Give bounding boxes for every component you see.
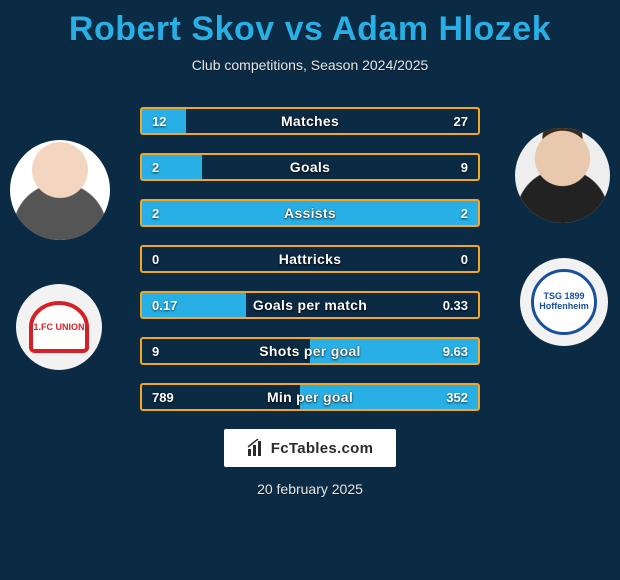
brand-logo: FcTables.com [224, 429, 396, 467]
club-right-badge: TSG 1899 Hoffenheim [520, 258, 608, 346]
stat-label: Min per goal [142, 385, 478, 409]
stat-row: 22Assists [140, 199, 480, 227]
stat-row: 1227Matches [140, 107, 480, 135]
face-placeholder-icon [515, 128, 610, 223]
hoffenheim-badge-icon: TSG 1899 Hoffenheim [531, 269, 597, 335]
subtitle: Club competitions, Season 2024/2025 [0, 57, 620, 73]
player-left-avatar [10, 140, 110, 240]
stat-label: Hattricks [142, 247, 478, 271]
stat-row: 29Goals [140, 153, 480, 181]
stat-label: Matches [142, 109, 478, 133]
face-placeholder-icon [10, 140, 110, 240]
chart-icon [247, 439, 265, 457]
player-right-avatar [515, 128, 610, 223]
stat-row: 789352Min per goal [140, 383, 480, 411]
stat-row: 00Hattricks [140, 245, 480, 273]
comparison-bars: 1227Matches 29Goals 22Assists 00Hattricks 0.… [140, 107, 480, 411]
stat-label: Goals [142, 155, 478, 179]
brand-text: FcTables.com [271, 440, 374, 457]
stat-row: 0.170.33Goals per match [140, 291, 480, 319]
union-badge-icon: 1.FC UNION [29, 301, 89, 353]
as-of-date: 20 february 2025 [0, 481, 620, 497]
stat-row: 99.63Shots per goal [140, 337, 480, 365]
stat-label: Shots per goal [142, 339, 478, 363]
page-title: Robert Skov vs Adam Hlozek [0, 0, 620, 49]
stat-label: Goals per match [142, 293, 478, 317]
club-left-badge: 1.FC UNION [16, 284, 102, 370]
stat-label: Assists [142, 201, 478, 225]
